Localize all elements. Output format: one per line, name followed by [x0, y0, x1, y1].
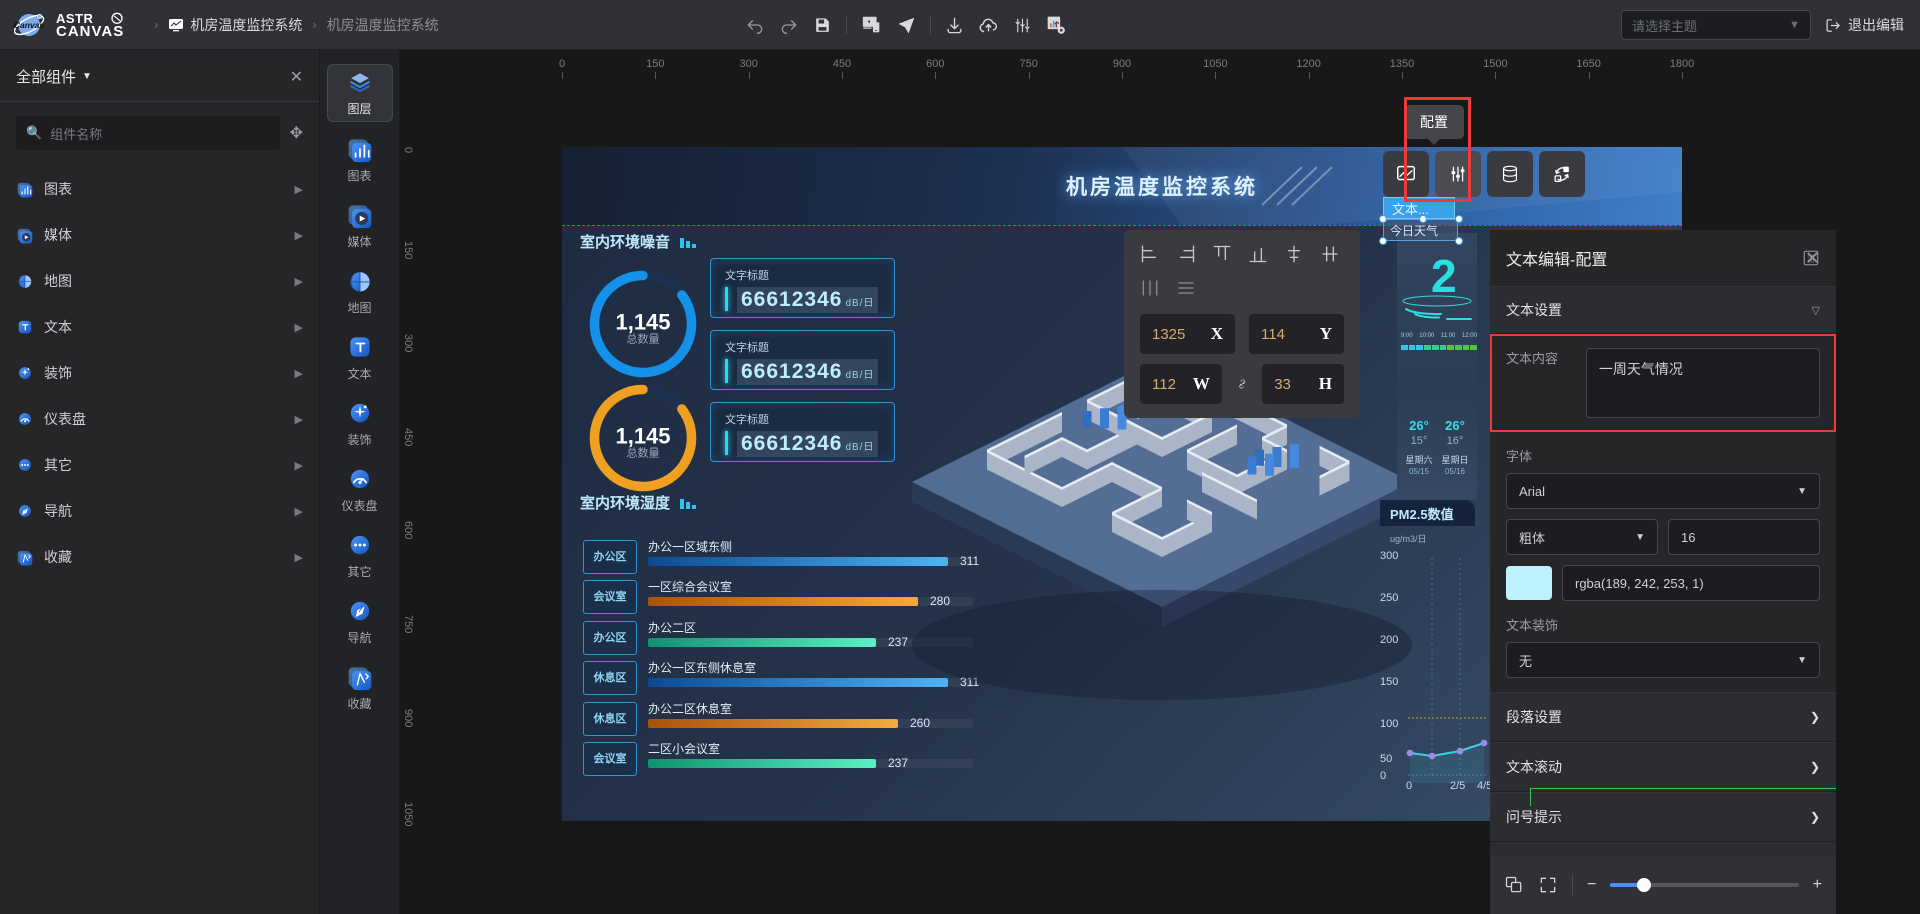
svg-text:Canvas: Canvas: [14, 20, 44, 30]
